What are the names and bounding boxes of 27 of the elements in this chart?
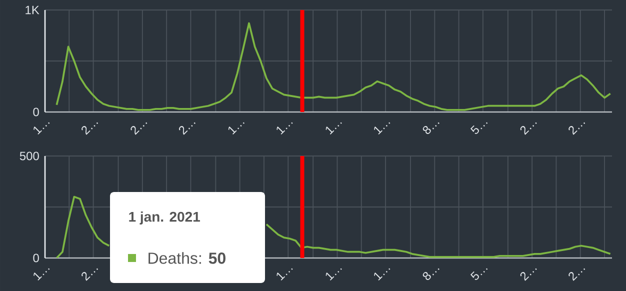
x-tick-label: 2…	[82, 122, 98, 135]
x-tick-label: 1…	[34, 268, 50, 281]
y-tick-label: 500	[20, 152, 39, 160]
x-tick-label: 1…	[276, 122, 293, 135]
x-tick-label: 5…	[470, 268, 488, 280]
x-tick-label: 2…	[130, 122, 148, 135]
x-tick-label: 2…	[520, 268, 537, 281]
x-tick-label: 8…	[422, 122, 440, 134]
x-tick-label: 1…	[326, 122, 342, 135]
x-tick-label: 2…	[178, 122, 196, 135]
x-tick-label: 2…	[520, 122, 537, 135]
x-tick-label: 1…	[374, 122, 390, 135]
x-tick-label: 5…	[470, 122, 488, 134]
x-tick-label: 1…	[374, 268, 390, 281]
x-tick-label: 1…	[228, 122, 245, 135]
y-tick-label: 1K	[26, 6, 40, 14]
x-tick-label: 2…	[568, 268, 586, 281]
annotation: 1 jan. 2021	[129, 211, 200, 225]
x-tick-label: 8…	[422, 268, 440, 280]
annotation: Deaths: 50	[148, 252, 226, 264]
x-tick-label: 1…	[276, 268, 293, 281]
x-tick-label: 2…	[82, 268, 98, 281]
x-tick-label: 2…	[568, 122, 586, 135]
y-tick-label: 0	[33, 108, 39, 116]
x-tick-label: 1…	[326, 268, 342, 281]
x-tick-label: 1…	[34, 122, 50, 135]
y-tick-label: 0	[33, 254, 39, 262]
